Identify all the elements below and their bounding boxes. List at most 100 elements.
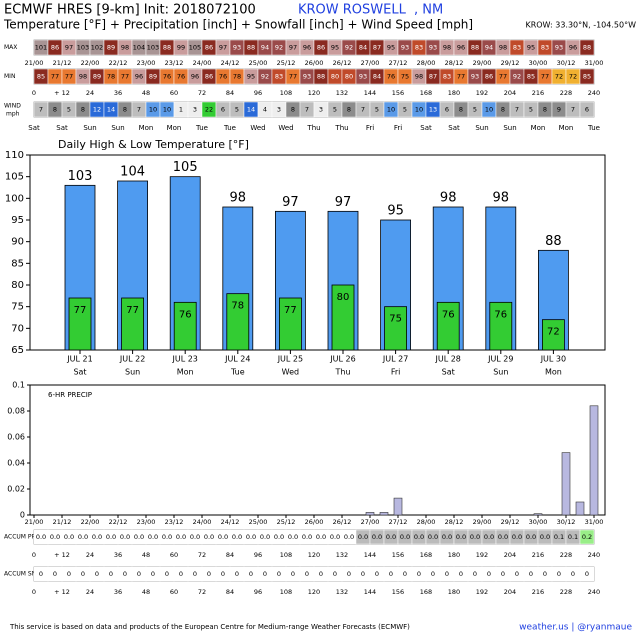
- strip-value: 86: [317, 44, 325, 52]
- days-label: Fri: [394, 124, 402, 132]
- strip-value: 76: [219, 73, 227, 81]
- x-tick-label: JUL 21: [66, 355, 92, 364]
- strip-value: 0.0: [344, 533, 354, 541]
- strip-value: 96: [303, 44, 311, 52]
- hours-label: 180: [448, 588, 460, 596]
- hours-label: 204: [504, 89, 516, 97]
- strip-value: 0.0: [400, 533, 410, 541]
- strip-value: 5: [473, 106, 477, 114]
- strip-value: 0: [165, 570, 169, 578]
- strip-value: 76: [177, 73, 185, 81]
- strip-value: 3: [319, 106, 323, 114]
- strip-value: 102: [91, 44, 103, 52]
- x-tick-label: JUL 28: [434, 355, 460, 364]
- strip-value: 83: [541, 44, 549, 52]
- day-label: Sun: [493, 368, 508, 377]
- strip-value: 14: [247, 106, 255, 114]
- strip-value: 0: [193, 570, 197, 578]
- strip-value: 98: [79, 73, 87, 81]
- strip-value: 0: [39, 570, 43, 578]
- days-label: Thu: [334, 124, 348, 132]
- strip-value: 88: [317, 73, 325, 81]
- hours-label: 0: [32, 89, 36, 97]
- strip-value: 104: [133, 44, 145, 52]
- precip-bar: [561, 452, 571, 516]
- hours-label: 168: [420, 89, 432, 97]
- hours-label: 216: [532, 588, 544, 596]
- hours-label: 180: [448, 551, 460, 559]
- state: , NM: [414, 3, 443, 18]
- strip-value: 95: [331, 44, 339, 52]
- hours-label: 192: [476, 89, 488, 97]
- strip-value: 4: [263, 106, 267, 114]
- strip-value: 99: [177, 44, 185, 52]
- hours-label: 108: [280, 89, 292, 97]
- x-tick-label: 25/00: [249, 518, 268, 526]
- strip-label: ACCUM SNOW: [4, 571, 47, 578]
- day-label: Tue: [230, 368, 245, 377]
- y-tick-label: 85: [11, 258, 24, 269]
- dates-label: 29/00: [473, 59, 492, 67]
- strip-value: 93: [471, 73, 479, 81]
- low-bar: [331, 284, 355, 351]
- low-label: 77: [284, 305, 297, 316]
- strip-value: 0: [403, 570, 407, 578]
- strip-value: 72: [555, 73, 563, 81]
- chart-title: Daily High & Low Temperature [°F]: [58, 138, 249, 151]
- hours-label: 240: [588, 551, 600, 559]
- hours-label: 168: [420, 551, 432, 559]
- strip-value: 8: [53, 106, 57, 114]
- hours-label: 120: [308, 551, 320, 559]
- hours-label: 60: [170, 588, 178, 596]
- strip-value: 0: [585, 570, 589, 578]
- dates-label: 22/00: [81, 59, 100, 67]
- strip-value: 9: [557, 106, 561, 114]
- x-tick-label: 22/12: [109, 518, 128, 526]
- strip-value: 0.0: [330, 533, 340, 541]
- hours-label: 204: [504, 551, 516, 559]
- strip-value: 0.0: [442, 533, 452, 541]
- hours-label: 132: [336, 551, 348, 559]
- low-label: 77: [74, 305, 87, 316]
- dates-label: 31/00: [585, 59, 604, 67]
- x-tick-label: JUL 23: [171, 355, 197, 364]
- hours-label: 72: [198, 551, 206, 559]
- hours-label: 84: [226, 551, 234, 559]
- strip-value: 6: [221, 106, 225, 114]
- y-tick-label: 80: [11, 280, 24, 291]
- strip-value: 0: [235, 570, 239, 578]
- strip-value: 0.0: [484, 533, 494, 541]
- strip-value: 10: [163, 106, 171, 114]
- strip-value: 0: [487, 570, 491, 578]
- high-label: 95: [387, 204, 404, 219]
- high-label: 103: [68, 169, 93, 184]
- hours-label: 72: [198, 588, 206, 596]
- hours-label: 120: [308, 588, 320, 596]
- x-tick-label: 30/12: [557, 518, 576, 526]
- precip-bar: [589, 405, 599, 516]
- x-tick-label: 23/00: [137, 518, 156, 526]
- dates-label: 30/12: [557, 59, 576, 67]
- strip-value: 5: [375, 106, 379, 114]
- strip-value: 5: [67, 106, 71, 114]
- dates-label: 27/12: [389, 59, 408, 67]
- dates-label: 22/12: [109, 59, 128, 67]
- high-label: 98: [493, 191, 510, 206]
- strip-value: 80: [331, 73, 339, 81]
- strip-value: 0: [515, 570, 519, 578]
- strip-value: 85: [37, 73, 45, 81]
- strip-value: 0: [249, 570, 253, 578]
- strip-unit: mph: [6, 111, 20, 118]
- days-label: Wed: [278, 124, 293, 132]
- strip-value: 103: [147, 44, 159, 52]
- precip-bar: [533, 513, 543, 516]
- strip-value: 103: [77, 44, 89, 52]
- strip-cell: [579, 529, 595, 545]
- y-tick-label: 90: [11, 237, 24, 248]
- strip-value: 7: [305, 106, 309, 114]
- strip-value: 0: [529, 570, 533, 578]
- strip-value: 88: [583, 44, 591, 52]
- strip-value: 96: [457, 44, 465, 52]
- strip-value: 97: [219, 44, 227, 52]
- strip-value: 0: [389, 570, 393, 578]
